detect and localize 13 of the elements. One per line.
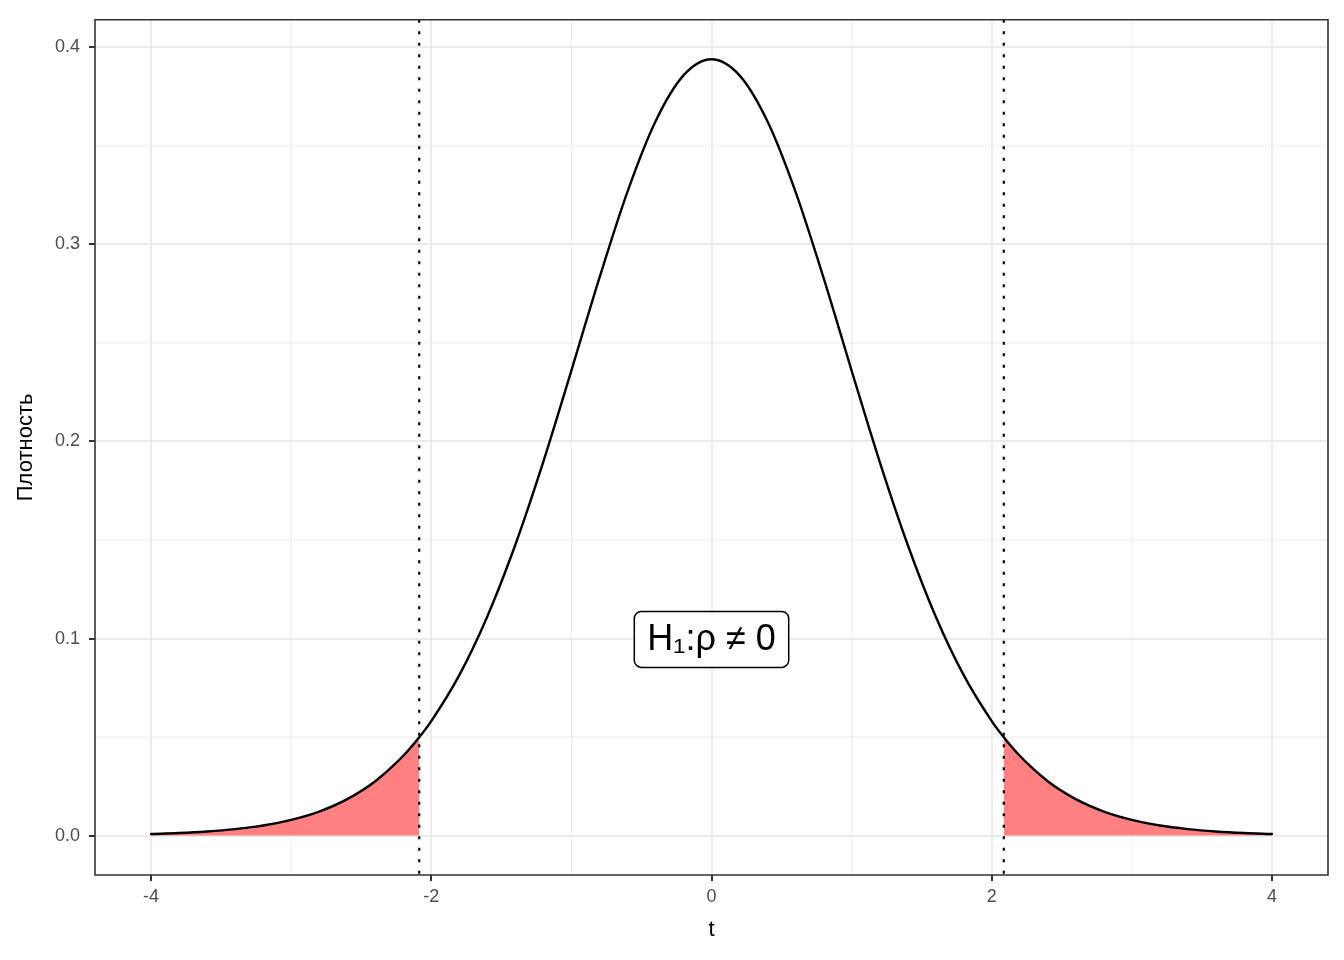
- x-tick-label: -4: [143, 885, 160, 906]
- y-tick-label: 0.2: [54, 430, 80, 451]
- annotation: H₁:ρ ≠ 0: [647, 617, 776, 659]
- y-tick-label: 0.1: [54, 627, 80, 648]
- x-tick-label: 4: [1266, 885, 1277, 906]
- y-tick-label: 0.3: [54, 233, 80, 254]
- y-tick-label: 0.4: [54, 36, 80, 57]
- x-tick-label: -2: [423, 885, 440, 906]
- x-tick-label: 0: [706, 885, 717, 906]
- x-axis-title: t: [708, 915, 715, 941]
- x-tick-label: 2: [986, 885, 997, 906]
- y-tick-label: 0.0: [54, 824, 80, 845]
- y-axis-title: Плотность: [12, 393, 38, 502]
